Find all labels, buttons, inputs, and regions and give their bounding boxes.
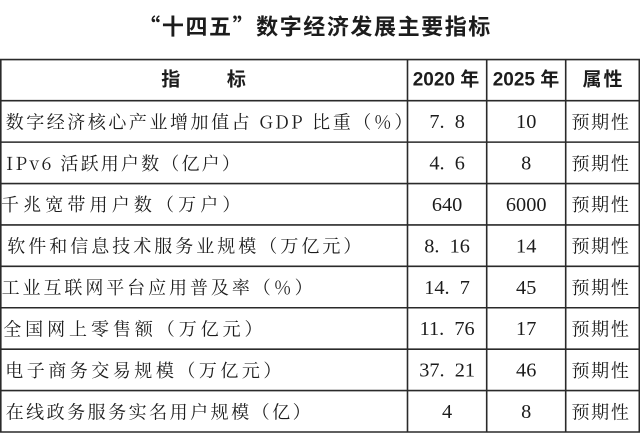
svg-text:预期性: 预期性 [571, 191, 630, 217]
svg-text:预期性: 预期性 [571, 233, 630, 259]
svg-text:10: 10 [516, 111, 536, 133]
svg-text:预期性: 预期性 [571, 357, 630, 383]
svg-text:预期性: 预期性 [571, 398, 630, 424]
svg-text:指: 指 [161, 64, 180, 91]
svg-text:640: 640 [432, 194, 462, 216]
svg-text:8: 8 [521, 401, 531, 423]
svg-text:在线政务服务实名用户规模（亿）: 在线政务服务实名用户规模（亿） [6, 398, 314, 424]
svg-text:2025 年: 2025 年 [493, 68, 560, 91]
svg-text:属性: 属性 [582, 64, 624, 91]
svg-text:预期性: 预期性 [571, 150, 630, 176]
svg-text:8: 8 [521, 153, 531, 175]
svg-text:14. 7: 14. 7 [424, 277, 470, 299]
svg-text:预期性: 预期性 [571, 108, 630, 134]
svg-text:4: 4 [442, 401, 452, 423]
svg-text:标: 标 [227, 64, 246, 91]
svg-text:6000: 6000 [506, 194, 547, 216]
svg-text:全国网上零售额（万亿元）: 全国网上零售额（万亿元） [3, 315, 266, 341]
svg-text:“十四五”数字经济发展主要指标: “十四五”数字经济发展主要指标 [138, 9, 490, 41]
svg-text:数字经济核心产业增加值占 GDP 比重（％）: 数字经济核心产业增加值占 GDP 比重（％） [6, 108, 415, 134]
svg-text:37. 21: 37. 21 [419, 360, 475, 382]
svg-text:4. 6: 4. 6 [429, 153, 465, 175]
svg-text:软件和信息技术服务业规模（万亿元）: 软件和信息技术服务业规模（万亿元） [7, 233, 364, 259]
svg-text:11. 76: 11. 76 [420, 318, 475, 340]
svg-text:2020 年: 2020 年 [413, 68, 480, 91]
svg-text:千兆宽带用户数（万户）: 千兆宽带用户数（万户） [1, 191, 245, 217]
svg-text:17: 17 [516, 318, 536, 340]
svg-text:工业互联网平台应用普及率（％）: 工业互联网平台应用普及率（％） [2, 274, 316, 300]
svg-text:45: 45 [516, 277, 536, 299]
svg-text:预期性: 预期性 [571, 274, 630, 300]
svg-text:IPv6 活跃用户数（亿户）: IPv6 活跃用户数（亿户） [6, 150, 242, 176]
svg-text:14: 14 [516, 235, 536, 257]
svg-text:46: 46 [516, 360, 536, 382]
svg-text:7. 8: 7. 8 [429, 111, 465, 133]
svg-text:8. 16: 8. 16 [424, 235, 470, 257]
svg-text:预期性: 预期性 [571, 315, 630, 341]
svg-text:电子商务交易规模（万亿元）: 电子商务交易规模（万亿元） [5, 357, 285, 383]
